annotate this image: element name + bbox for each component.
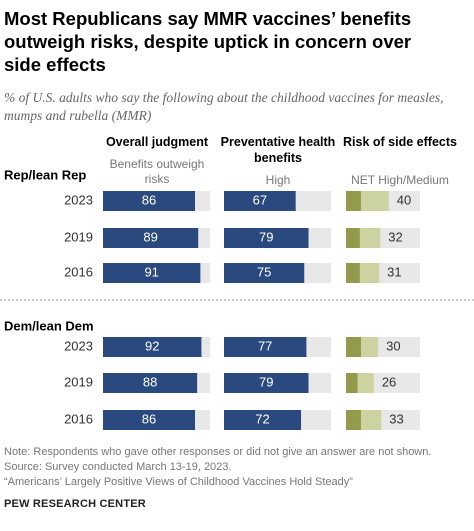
bar [103, 373, 198, 393]
bar [224, 191, 296, 211]
note: Source: Survey conducted March 13-19, 20… [4, 461, 232, 473]
bar [224, 373, 309, 393]
bar [103, 263, 201, 283]
bar-medium [359, 263, 380, 283]
bar-high [346, 263, 360, 283]
row-label: 2016 [64, 411, 93, 426]
bar-medium [360, 337, 379, 357]
data-label: 32 [388, 229, 402, 244]
group-label: Rep/lean Rep [4, 167, 86, 182]
source-brand: PEW RESEARCH CENTER [4, 498, 146, 510]
data-label: 72 [255, 411, 269, 426]
bar-high [346, 228, 360, 248]
data-label: 79 [259, 374, 273, 389]
data-label: 89 [143, 229, 157, 244]
data-label: 79 [259, 229, 273, 244]
data-label: 30 [386, 338, 400, 353]
data-label: 67 [253, 192, 267, 207]
bar-medium [359, 228, 381, 248]
bar-medium [357, 373, 374, 393]
chart-subtitle: % of U.S. adults who say the following a… [4, 90, 444, 123]
bar-high [346, 410, 361, 430]
data-label: 88 [143, 374, 157, 389]
data-label: 86 [142, 192, 156, 207]
row-label: 2023 [64, 338, 93, 353]
data-label: 77 [258, 338, 272, 353]
bar-medium [360, 410, 382, 430]
note: Note: Respondents who gave other respons… [4, 446, 432, 458]
row-label: 2023 [64, 192, 93, 207]
column-sublabel: Benefits outweigh risks [109, 157, 205, 186]
row-label: 2016 [64, 264, 93, 279]
row-label: 2019 [64, 229, 93, 244]
bar [103, 228, 199, 248]
group-label: Dem/lean Dem [4, 318, 94, 333]
note: “Americans’ Largely Positive Views of Ch… [4, 476, 353, 488]
column-title: Preventative health benefits [220, 135, 336, 165]
bar [103, 410, 196, 430]
data-label: 31 [387, 264, 401, 279]
bar [103, 337, 202, 357]
data-label: 26 [382, 374, 396, 389]
column-title: Overall judgment [105, 135, 209, 149]
bar [224, 228, 309, 248]
data-label: 91 [144, 264, 158, 279]
data-label: 40 [397, 192, 411, 207]
bar-high [346, 373, 358, 393]
chart-title: Most Republicans say MMR vaccines’ benef… [4, 8, 412, 75]
bar-high [346, 191, 361, 211]
data-label: 33 [389, 411, 403, 426]
bar-high [346, 337, 361, 357]
data-label: 86 [142, 411, 156, 426]
data-label: 92 [145, 338, 159, 353]
column-title: Risk of side effects [343, 135, 457, 149]
row-label: 2019 [64, 374, 93, 389]
data-label: 75 [257, 264, 271, 279]
bar [224, 337, 307, 357]
column-sublabel: High [265, 173, 291, 187]
bar [224, 410, 302, 430]
bar-medium [360, 191, 389, 211]
bar [103, 191, 196, 211]
bar [224, 263, 305, 283]
column-sublabel: NET High/Medium [351, 173, 449, 187]
